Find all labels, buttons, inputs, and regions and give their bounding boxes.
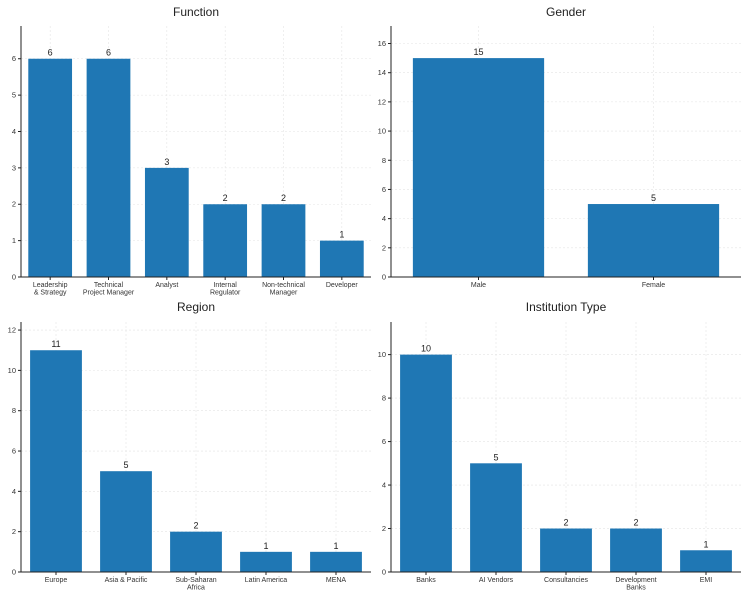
function-x-tick-label: Internal (213, 282, 237, 289)
function-bar-leadership-strategy (28, 58, 73, 277)
function-y-tick-label: 6 (12, 54, 16, 63)
institution-type-y-tick-label: 0 (382, 568, 386, 577)
region-y-tick-label: 12 (8, 326, 16, 335)
gender-y-tick-label: 8 (382, 156, 386, 165)
function-x-tick-label: Regulator (210, 290, 241, 297)
gender-x-tick-label: Male (471, 282, 486, 289)
gender-y-tick-label: 14 (378, 68, 386, 77)
institution-type-y-tick-label: 4 (382, 481, 386, 490)
region-data-label: 11 (51, 339, 60, 349)
region-y-tick-label: 2 (12, 527, 16, 536)
institution-type-x-tick-label: Consultancies (544, 577, 588, 584)
function-y-tick-label: 2 (12, 200, 16, 209)
gender-data-label: 5 (651, 193, 656, 203)
institution-type-data-label: 10 (421, 344, 431, 354)
gender-data-label: 15 (473, 47, 483, 57)
region-x-tick-label: MENA (326, 577, 347, 584)
region-data-label: 2 (193, 521, 198, 531)
institution-type-y-tick-label: 10 (378, 350, 386, 359)
region-x-tick-label: Africa (187, 585, 205, 592)
function-data-label: 2 (281, 193, 286, 203)
institution-type-bar-consultancies (540, 528, 592, 572)
institution-type-data-label: 5 (493, 452, 498, 462)
function-x-tick-label: Technical (94, 282, 124, 289)
function-data-label: 3 (164, 157, 169, 167)
institution-type-bar-banks (400, 354, 452, 572)
region-y-tick-label: 0 (12, 568, 16, 577)
institution-type-x-tick-label: Banks (626, 585, 646, 592)
institution-type-data-label: 2 (563, 518, 568, 528)
institution-type-x-tick-label: Development (615, 577, 656, 584)
region-y-tick-label: 10 (8, 366, 16, 375)
gender-y-tick-label: 12 (378, 97, 386, 106)
region-bar-sub-saharan-africa (170, 531, 222, 572)
function-panel: Function 6 6 3 2 2 1 0 1 2 3 4 5 6 Leadership& Strateg… (12, 5, 371, 297)
region-title: Region (177, 300, 215, 314)
region-bar-europe (30, 350, 82, 572)
function-x-tick-label: Developer (326, 282, 359, 289)
function-x-tick-label: Non-technical (262, 282, 305, 289)
function-bar-developer (319, 240, 364, 277)
function-bar-internal-regulator (203, 204, 248, 277)
region-x-tick-label: Sub-Saharan (175, 577, 216, 584)
region-x-tick-label: Latin America (245, 577, 288, 584)
function-data-label: 6 (48, 48, 53, 58)
function-data-label: 2 (223, 193, 228, 203)
function-y-tick-label: 3 (12, 163, 16, 172)
gender-y-tick-label: 16 (378, 39, 386, 48)
region-data-label: 5 (123, 460, 128, 470)
institution-type-y-tick-label: 2 (382, 524, 386, 533)
region-bar-latin-america (240, 551, 292, 572)
institution-type-y-tick-label: 6 (382, 437, 386, 446)
institution-type-y-tick-label: 8 (382, 394, 386, 403)
region-y-tick-label: 4 (12, 487, 16, 496)
region-bar-asia-pacific (100, 471, 152, 572)
function-title: Function (173, 5, 219, 19)
region-data-label: 1 (333, 541, 338, 551)
institution-type-x-tick-label: AI Vendors (479, 577, 514, 584)
function-bar-technical-project-manager (86, 58, 131, 277)
function-x-tick-label: Manager (270, 290, 298, 297)
function-y-tick-label: 0 (12, 273, 16, 282)
institution-type-bar-emi (680, 550, 732, 572)
function-data-label: 1 (339, 230, 344, 240)
institution-type-bar-ai-vendors (470, 463, 522, 572)
institution-type-title: Institution Type (526, 300, 607, 314)
gender-bar-male (412, 58, 545, 278)
institution-type-data-label: 1 (703, 539, 708, 549)
region-y-tick-label: 6 (12, 447, 16, 456)
gender-y-tick-label: 4 (382, 214, 386, 223)
gender-panel: Gender 15 5 0 2 4 6 8 10 12 14 16 Male Female (378, 5, 741, 289)
gender-y-tick-label: 6 (382, 185, 386, 194)
function-y-tick-label: 4 (12, 127, 16, 136)
region-data-label: 1 (263, 541, 268, 551)
institution-type-x-tick-label: Banks (416, 577, 436, 584)
gender-y-tick-label: 10 (378, 127, 386, 136)
gender-x-tick-label: Female (642, 282, 665, 289)
institution-type-data-label: 2 (633, 518, 638, 528)
region-bar-mena (310, 551, 362, 572)
gender-y-tick-label: 0 (382, 273, 386, 282)
function-x-tick-label: Project Manager (83, 290, 135, 297)
institution-type-bar-development-banks (610, 528, 662, 572)
gender-y-tick-label: 2 (382, 243, 386, 252)
gender-bar-female (587, 204, 720, 277)
function-x-tick-label: Leadership (33, 282, 68, 289)
region-y-tick-label: 8 (12, 406, 16, 415)
institution-type-x-tick-label: EMI (700, 577, 713, 584)
function-x-tick-label: & Strategy (34, 290, 67, 297)
function-y-tick-label: 5 (12, 91, 16, 100)
function-bar-non-technical-manager (261, 204, 306, 277)
region-x-tick-label: Asia & Pacific (105, 577, 148, 584)
function-x-tick-label: Analyst (155, 282, 178, 289)
function-y-tick-label: 1 (12, 236, 16, 245)
gender-title: Gender (546, 5, 586, 19)
region-x-tick-label: Europe (45, 577, 68, 584)
function-data-label: 6 (106, 48, 111, 58)
function-bar-analyst (144, 167, 189, 277)
